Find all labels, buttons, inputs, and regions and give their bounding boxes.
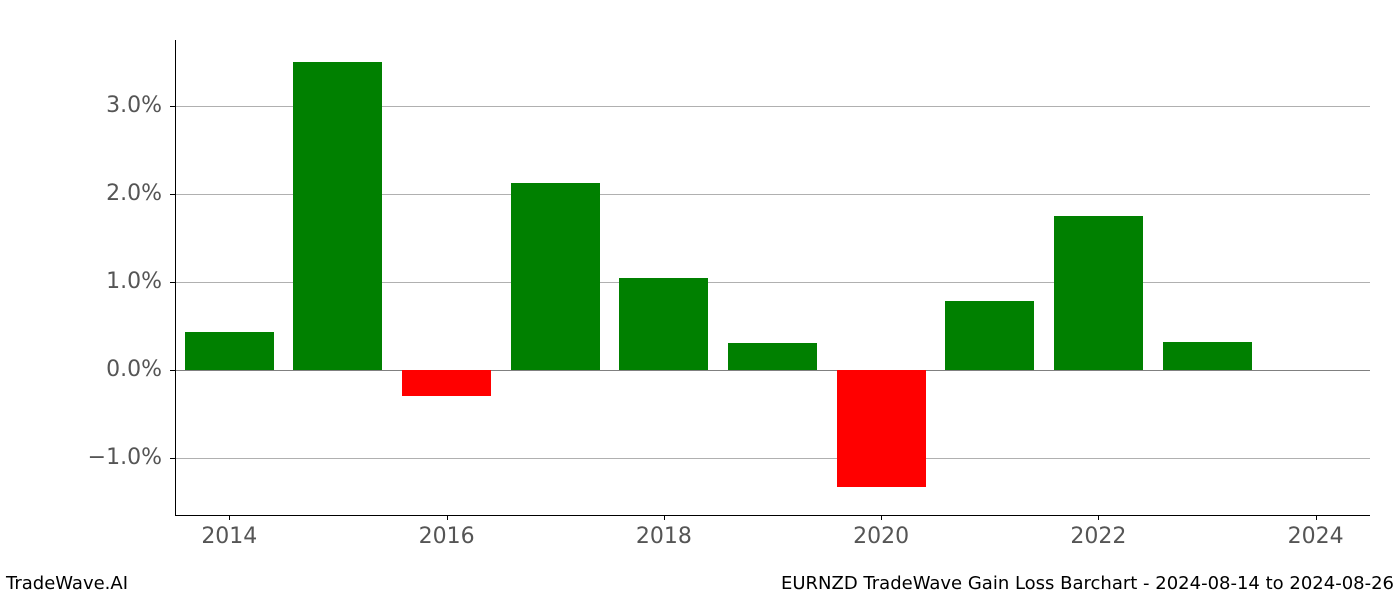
footer-left-text: TradeWave.AI [6,573,128,594]
chart-container: { "chart": { "type": "bar", "plot": { "l… [0,0,1400,600]
x-tick-label: 2018 [636,524,692,549]
y-tick-label: 2.0% [42,181,162,206]
bar [185,332,274,370]
bar [945,301,1034,370]
bar [837,370,926,487]
plot-area: −1.0%0.0%1.0%2.0%3.0%2014201620182020202… [175,40,1370,515]
bar [619,278,708,370]
footer-right-text: EURNZD TradeWave Gain Loss Barchart - 20… [781,573,1394,594]
bar [1163,342,1252,370]
y-tick-label: 1.0% [42,269,162,294]
bar [511,183,600,369]
bar [293,62,382,370]
x-tick-label: 2020 [853,524,909,549]
x-axis-spine [175,515,1370,516]
y-axis-spine [175,40,176,515]
y-tick-label: 3.0% [42,93,162,118]
y-gridline [175,458,1370,459]
bar [1054,216,1143,370]
x-tick-label: 2022 [1070,524,1126,549]
zero-line [175,370,1370,371]
y-tick-label: 0.0% [42,357,162,382]
x-tick-label: 2016 [419,524,475,549]
x-tick-label: 2014 [201,524,257,549]
y-tick-label: −1.0% [42,445,162,470]
bar [728,343,817,369]
x-tick-label: 2024 [1288,524,1344,549]
bar [402,370,491,396]
